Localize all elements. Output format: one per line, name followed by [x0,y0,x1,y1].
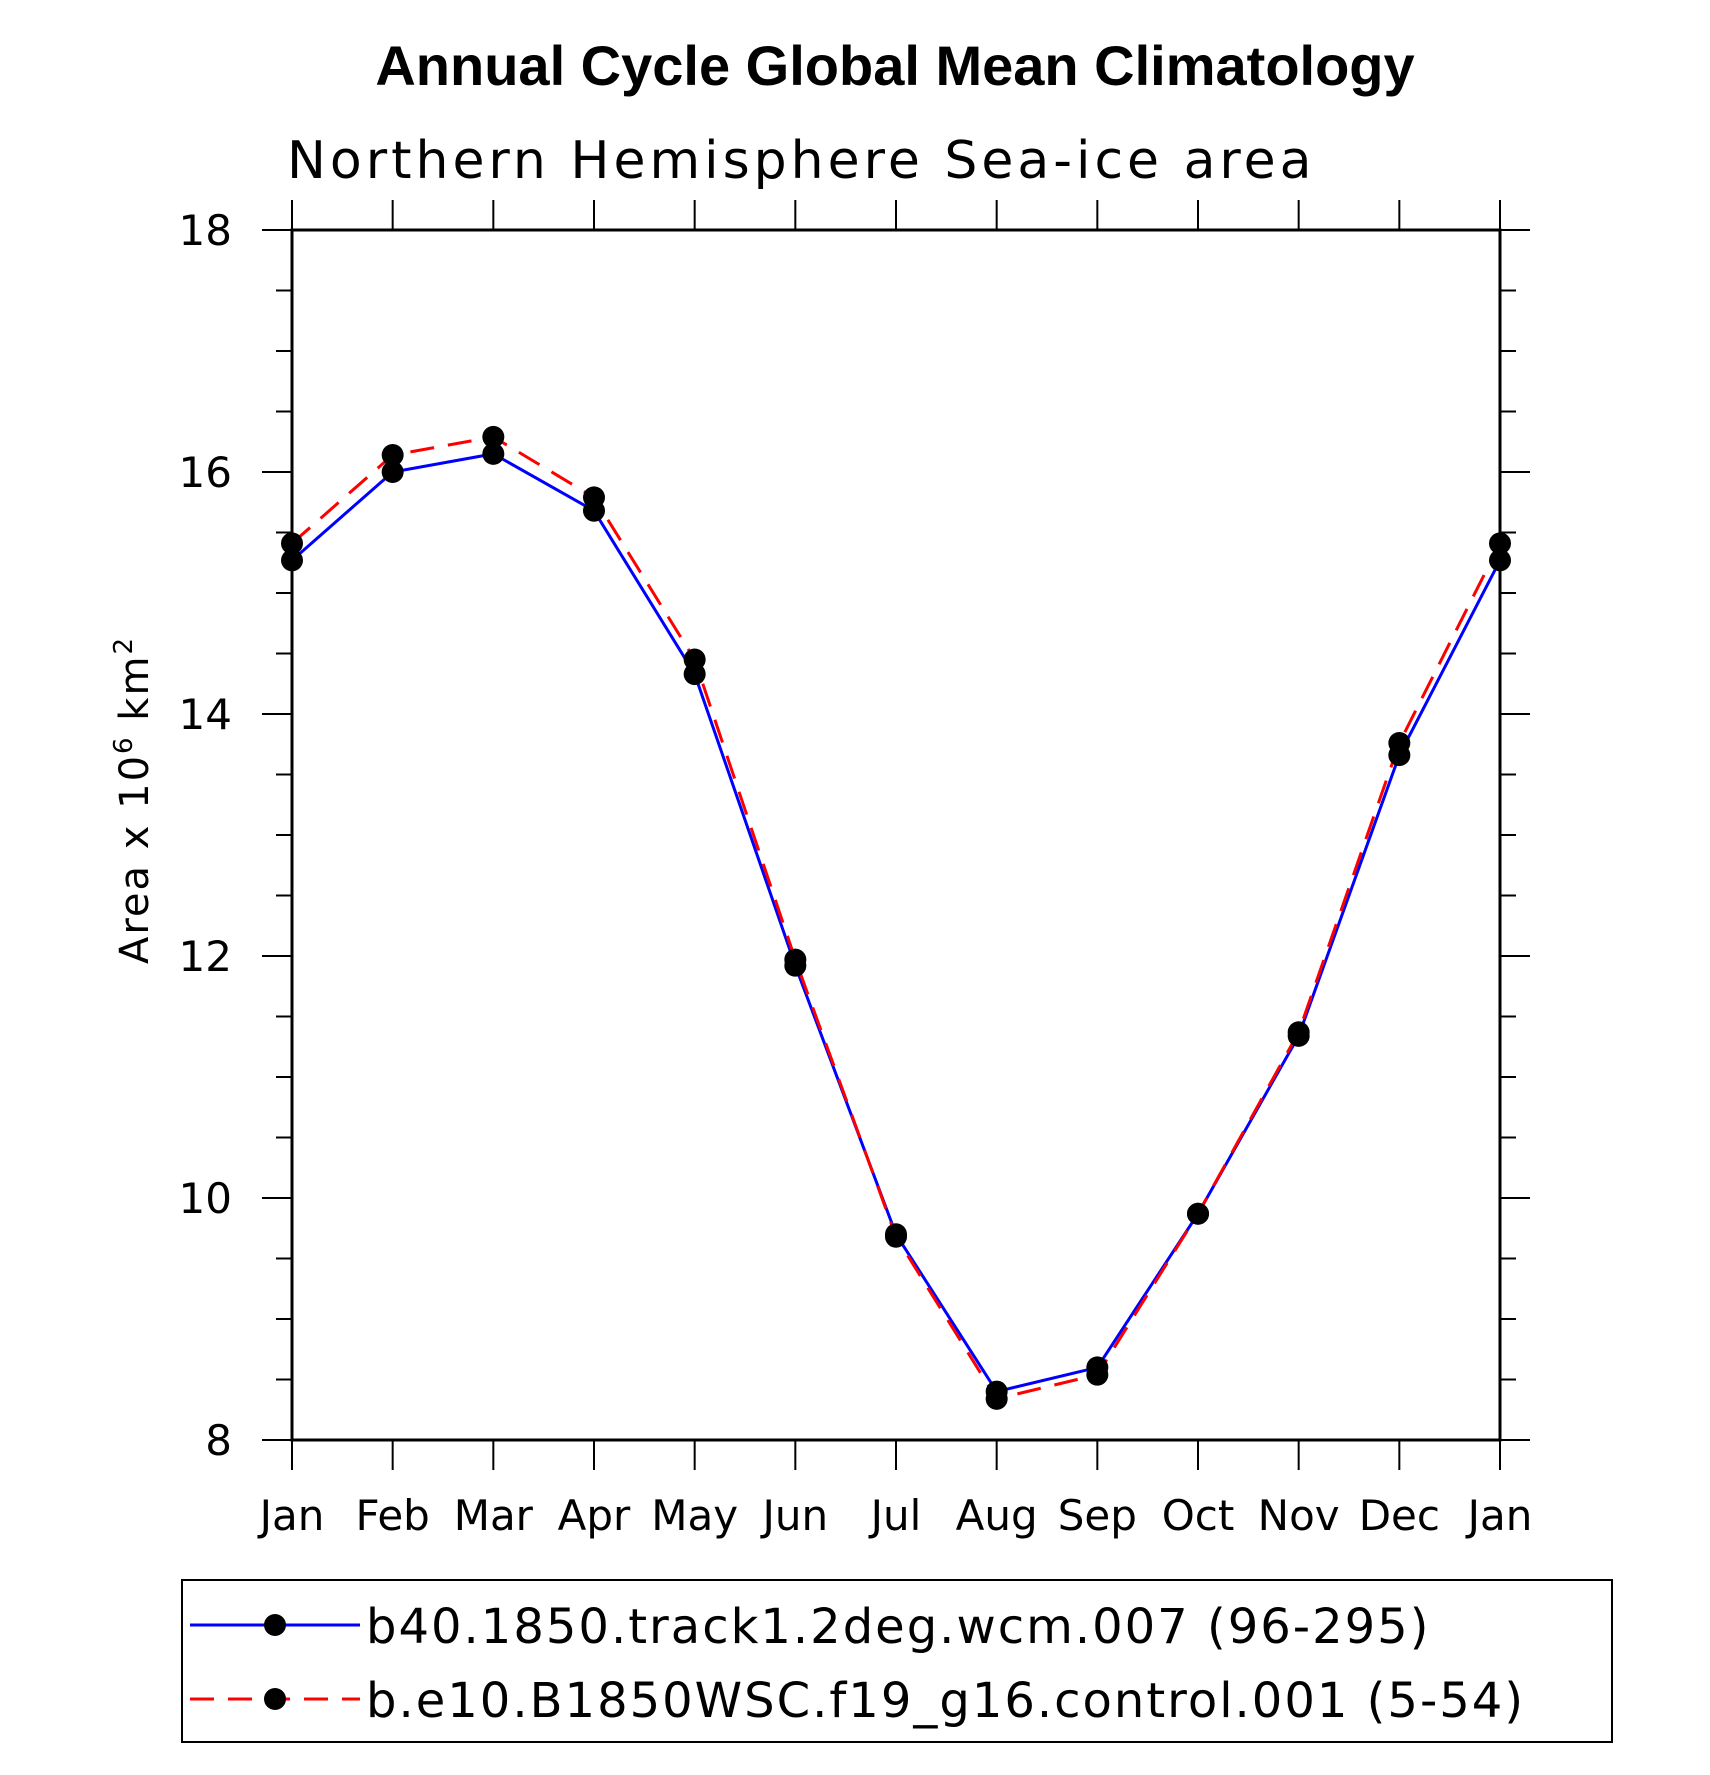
series-line-1 [291,435,1502,1401]
series-group [281,425,1511,1410]
plot-area [290,228,1502,1442]
y-axis-label: Area x 106 km2 [109,636,158,964]
chart-title: Annual Cycle Global Mean Climatology [375,34,1414,97]
series-0-point-1 [381,461,404,483]
legend-label-1: b.e10.B1850WSC.f19_g16.control.001 (5-54… [366,1673,1525,1729]
x-tick-label: Oct [1162,1491,1235,1540]
x-tick-label: Jun [760,1491,829,1540]
series-1-point-9 [1187,1202,1209,1225]
y-tick-label: 16 [179,448,232,497]
x-tick-label: Jan [257,1491,325,1540]
series-1-point-7 [985,1387,1008,1410]
series-1-point-4 [683,648,706,671]
series-0-point-2 [482,442,505,465]
y-axis-label-text: Area x 10 [112,754,158,964]
legend-marker-0 [264,1614,286,1636]
series-1-point-8 [1086,1363,1109,1386]
x-tick-label: Jul [868,1491,922,1540]
legend: b40.1850.track1.2deg.wcm.007 (96-295) b.… [181,1579,1613,1743]
series-1-point-6 [885,1225,907,1248]
plot-frame [290,228,1502,1442]
x-tick-label: Dec [1359,1491,1440,1540]
series-1-point-10 [1287,1021,1310,1044]
series-1-point-2 [482,425,505,448]
y-axis-label-exponent: 6 [109,735,139,754]
series-1-point-12 [1489,532,1511,555]
x-tick-label: Aug [956,1491,1038,1540]
y-tick-label: 14 [179,690,232,739]
y-axis: 8 10 12 14 16 18 [179,206,1530,1465]
x-tick-label: Jan [1465,1491,1533,1540]
series-1-point-0 [281,532,303,555]
legend-label-0: b40.1850.track1.2deg.wcm.007 (96-295) [366,1599,1430,1655]
x-tick-label: Nov [1258,1491,1340,1540]
series-1-point-1 [381,444,404,467]
x-tick-label: May [651,1491,738,1540]
y-tick-label: 18 [179,206,232,255]
y-tick-label: 10 [179,1174,232,1223]
series-1-point-3 [583,486,605,509]
x-axis: Jan Feb Mar Apr May Jun Jul Aug Sep Oct Nov Dec Jan [257,200,1533,1540]
legend-box [181,1579,1613,1743]
legend-marker-1 [264,1688,286,1710]
series-1-point-5 [784,948,807,971]
y-tick-label: 8 [205,1416,232,1465]
x-tick-label: Sep [1058,1491,1137,1540]
chart-subtitle: Northern Hemisphere Sea-ice area [287,131,1316,191]
series-0-point-0 [281,549,303,572]
series-0-point-12 [1489,549,1511,572]
x-tick-label: Apr [558,1491,631,1540]
x-tick-label: Mar [454,1491,534,1540]
y-axis-label-unit: km [112,655,158,721]
series-1-point-11 [1388,732,1411,755]
x-tick-label: Feb [355,1491,429,1540]
y-axis-label-unit-exponent: 2 [109,636,139,655]
y-tick-label: 12 [179,932,232,981]
series-line-0 [291,452,1502,1394]
